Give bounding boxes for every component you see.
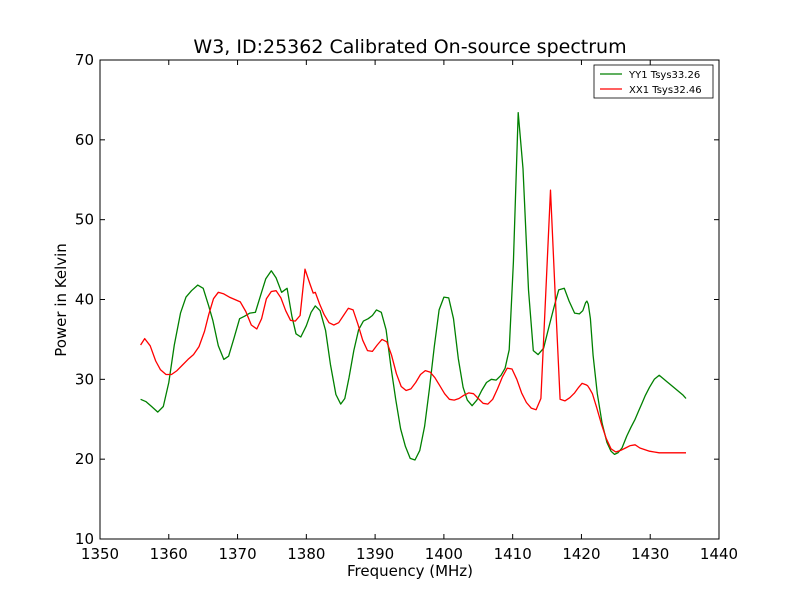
x-tick-label: 1380 (287, 545, 325, 563)
y-tick-label: 40 (75, 291, 94, 309)
legend-label-yy1: YY1 Tsys33.26 (628, 70, 700, 81)
y-tick-label: 10 (75, 530, 94, 548)
x-tick-label: 1400 (425, 545, 463, 563)
plot-area: 1350 1360 1370 1380 1390 1400 1410 1420 1430 1440… (75, 51, 738, 563)
legend: YY1 Tsys33.26 XX1 Tsys32.46 (593, 64, 714, 99)
x-tick-label: 1370 (218, 545, 256, 563)
y-tick-label: 70 (75, 51, 94, 69)
x-tick-label: 1390 (356, 545, 394, 563)
x-tick-label: 1360 (150, 545, 188, 563)
y-axis: 10 20 30 40 50 60 70 (75, 51, 719, 548)
x-axis: 1350 1360 1370 1380 1390 1400 1410 1420 1430 1440 (81, 60, 738, 563)
x-axis-label: Frequency (MHz) (347, 562, 473, 580)
x-tick-label: 1430 (631, 545, 669, 563)
y-tick-label: 60 (75, 131, 94, 149)
series-line-xx1 (140, 189, 686, 454)
x-tick-label: 1420 (562, 545, 600, 563)
y-tick-label: 50 (75, 211, 94, 229)
series-line-yy1 (140, 112, 687, 461)
y-tick-label: 30 (75, 370, 94, 388)
legend-label-xx1: XX1 Tsys32.46 (629, 85, 702, 96)
x-tick-label: 1410 (494, 545, 532, 563)
x-tick-label: 1350 (81, 545, 119, 563)
legend-box (593, 64, 714, 99)
series-layer (140, 112, 687, 461)
y-axis-label: Power in Kelvin (52, 243, 70, 357)
y-tick-label: 20 (75, 450, 94, 468)
x-tick-label: 1440 (700, 545, 738, 563)
plot-frame (99, 59, 720, 540)
chart-title: W3, ID:25362 Calibrated On-source spectr… (193, 36, 626, 58)
